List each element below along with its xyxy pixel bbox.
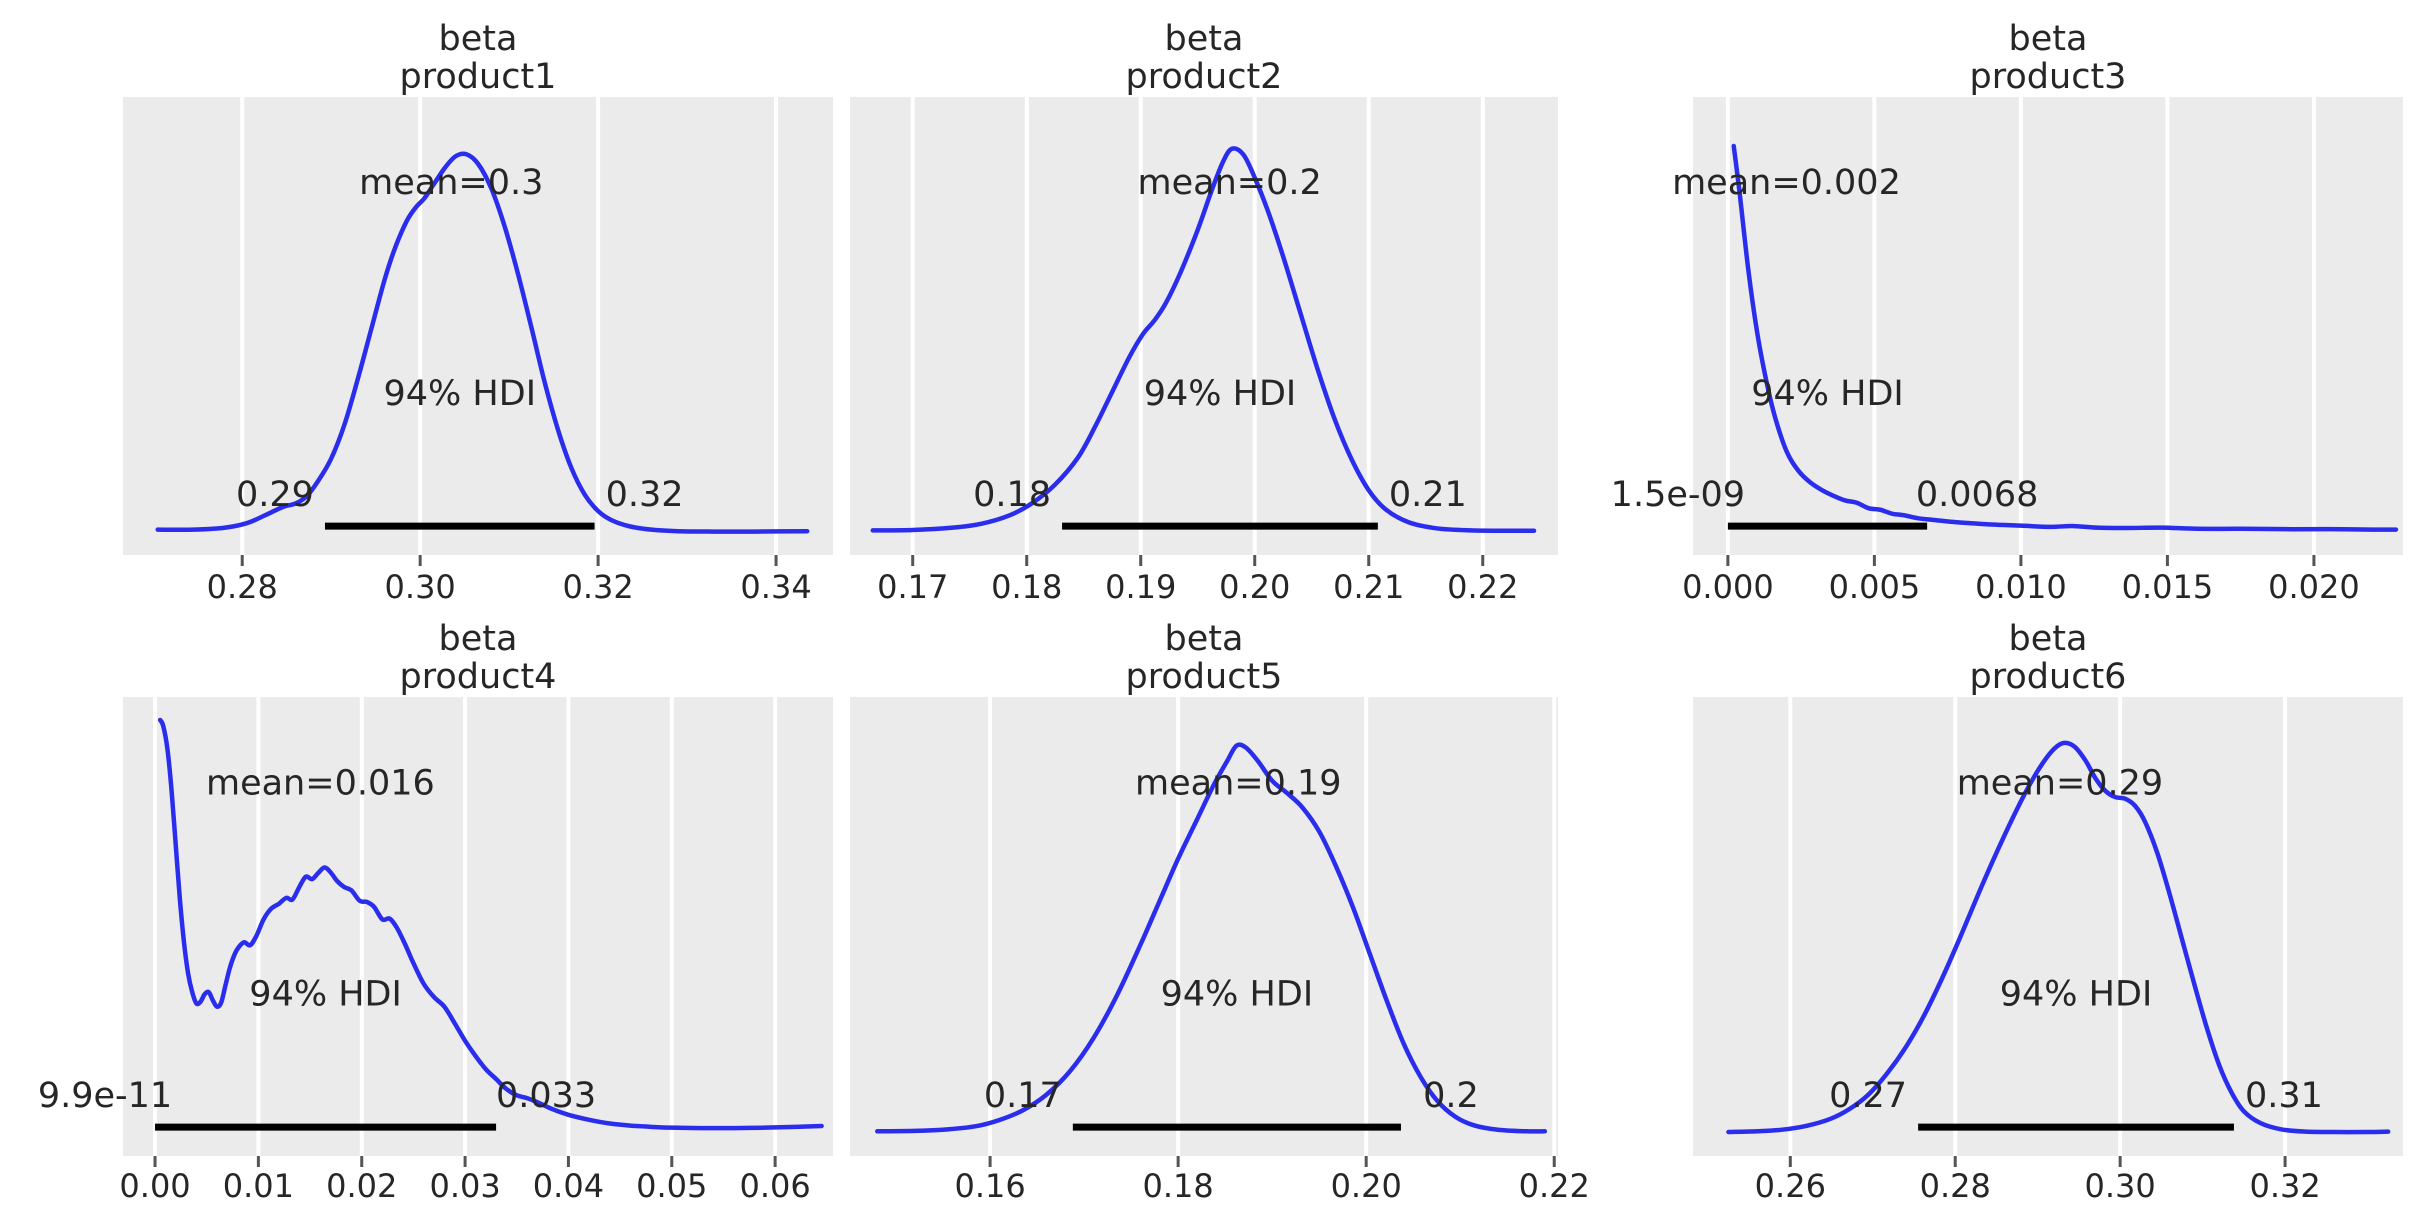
kde-curve — [1731, 143, 2399, 532]
hdi-interval-label: 94% HDI — [1751, 374, 1904, 414]
subplot-title-variable: beta — [439, 19, 518, 59]
x-tick-label: 0.06 — [740, 1167, 811, 1205]
hdi-interval-label: 94% HDI — [1161, 974, 1314, 1014]
x-tick-label: 0.000 — [1682, 568, 1774, 606]
mean-label: mean=0.002 — [1672, 163, 1901, 203]
panel-background — [850, 697, 1558, 1156]
subplot-title-variable: beta — [2009, 19, 2088, 59]
x-tick-label: 0.03 — [429, 1167, 500, 1205]
kde-curve — [157, 717, 824, 1131]
x-tick-label: 0.22 — [1519, 1167, 1590, 1205]
hdi-interval-label: 94% HDI — [384, 374, 537, 414]
hdi-upper-label: 0.31 — [2245, 1076, 2323, 1116]
x-tick-label: 0.02 — [326, 1167, 397, 1205]
subplot-title-coordinate: product5 — [1126, 657, 1283, 697]
x-tick-label: 0.30 — [2085, 1167, 2156, 1205]
kde-curve — [1726, 740, 2391, 1135]
mean-label: mean=0.016 — [206, 763, 435, 803]
x-tick-label: 0.26 — [1755, 1167, 1826, 1205]
hdi-upper-label: 0.21 — [1389, 475, 1467, 515]
subplot-beta-product4: 0.00 0.01 0.02 0.03 0.04 0.05 0.06 betaproduct4… — [38, 619, 833, 1205]
hdi-lower-label: 1.5e-09 — [1611, 475, 1745, 515]
x-tick-label: 0.34 — [740, 568, 811, 606]
subplot-title-coordinate: product4 — [400, 657, 557, 697]
x-tick-label: 0.18 — [991, 568, 1062, 606]
kde-curve — [875, 742, 1548, 1134]
hdi-lower-label: 0.27 — [1829, 1076, 1907, 1116]
subplot-title-coordinate: product2 — [1126, 57, 1283, 97]
subplot-title-coordinate: product6 — [1970, 657, 2127, 697]
subplot-title-variable: beta — [1165, 619, 1244, 659]
subplot-title-coordinate: product1 — [400, 57, 557, 97]
hdi-lower-label: 9.9e-11 — [38, 1076, 172, 1116]
x-tick-label: 0.18 — [1143, 1167, 1214, 1205]
panel-background — [1693, 97, 2403, 555]
x-tick-label: 0.22 — [1447, 568, 1518, 606]
subplot-title-variable: beta — [1165, 19, 1244, 59]
panel-background — [850, 97, 1558, 555]
x-tick-label: 0.05 — [636, 1167, 707, 1205]
hdi-interval-label: 94% HDI — [1144, 374, 1297, 414]
subplot-title-variable: beta — [439, 619, 518, 659]
x-tick-label: 0.21 — [1333, 568, 1404, 606]
x-tick-label: 0.20 — [1219, 568, 1290, 606]
subplot-title-variable: beta — [2009, 619, 2088, 659]
x-tick-label: 0.20 — [1331, 1167, 1402, 1205]
x-tick-label: 0.16 — [954, 1167, 1025, 1205]
x-tick-label: 0.32 — [2249, 1167, 2320, 1205]
hdi-interval-label: 94% HDI — [249, 974, 402, 1014]
x-tick-label: 0.020 — [2268, 568, 2360, 606]
hdi-lower-label: 0.17 — [984, 1076, 1062, 1116]
x-tick-label: 0.01 — [223, 1167, 294, 1205]
hdi-upper-label: 0.32 — [606, 475, 684, 515]
x-tick-label: 0.17 — [877, 568, 948, 606]
x-tick-label: 0.00 — [119, 1167, 190, 1205]
x-tick-label: 0.19 — [1105, 568, 1176, 606]
x-tick-label: 0.010 — [1975, 568, 2067, 606]
x-tick-label: 0.28 — [207, 568, 278, 606]
hdi-upper-label: 0.0068 — [1916, 475, 2038, 515]
kde-curve — [155, 151, 810, 534]
x-tick-label: 0.005 — [1829, 568, 1921, 606]
mean-label: mean=0.19 — [1135, 763, 1342, 803]
x-tick-label: 0.015 — [2122, 568, 2214, 606]
mean-label: mean=0.3 — [359, 163, 543, 203]
panel-background — [123, 697, 833, 1156]
mean-label: mean=0.2 — [1138, 163, 1322, 203]
kde-curve — [870, 146, 1537, 534]
x-tick-label: 0.32 — [562, 568, 633, 606]
x-tick-label: 0.28 — [1920, 1167, 1991, 1205]
hdi-interval-label: 94% HDI — [2000, 974, 2153, 1014]
mean-label: mean=0.29 — [1957, 763, 2164, 803]
hdi-upper-label: 0.033 — [496, 1076, 596, 1116]
hdi-upper-label: 0.2 — [1423, 1076, 1479, 1116]
hdi-lower-label: 0.29 — [236, 475, 314, 515]
hdi-lower-label: 0.18 — [973, 475, 1051, 515]
x-tick-label: 0.04 — [533, 1167, 604, 1205]
x-tick-label: 0.30 — [385, 568, 456, 606]
subplot-title-coordinate: product3 — [1970, 57, 2127, 97]
